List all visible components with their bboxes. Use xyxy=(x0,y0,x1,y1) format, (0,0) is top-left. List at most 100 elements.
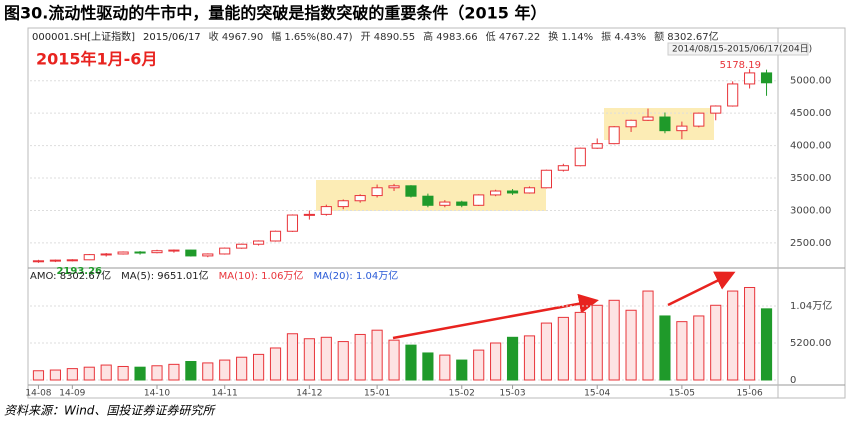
frame xyxy=(27,27,846,399)
candle-body xyxy=(523,187,536,194)
candle-body xyxy=(557,165,569,171)
arrow xyxy=(392,293,599,340)
volume-bar xyxy=(49,369,61,381)
y-tick-label: 2500.00 xyxy=(790,238,831,249)
volume-bar xyxy=(286,333,299,381)
header-item: 000001.SH[上证指数] xyxy=(32,30,135,43)
y-tick-label: 3500.00 xyxy=(790,173,831,184)
period-label: 2015年1月-6月 xyxy=(36,50,157,69)
volume-bar xyxy=(134,366,146,381)
title: 图30.流动性驱动的牛市中，量能的突破是指数突破的重要条件（2015 年） xyxy=(4,4,546,23)
candle-body xyxy=(66,259,78,262)
volume-bar xyxy=(168,363,180,381)
y-tick-label: 0 xyxy=(790,375,796,386)
volume-bar xyxy=(744,286,756,381)
volume-bar xyxy=(625,309,637,381)
candle-body xyxy=(202,253,214,257)
volume-bar xyxy=(676,321,688,381)
candle-body xyxy=(337,200,349,208)
candle-body xyxy=(269,230,282,242)
volume-bar xyxy=(236,356,248,381)
candle-body xyxy=(32,260,45,263)
arrow xyxy=(667,271,736,307)
y-tick-label: 4500.00 xyxy=(790,108,831,119)
volume-bar xyxy=(473,349,485,381)
header-item: 低 4767.22 xyxy=(486,30,541,43)
volume-bar xyxy=(490,342,502,381)
candle-body xyxy=(49,259,61,262)
low-label: 2193.26 xyxy=(56,266,102,277)
volume-bar xyxy=(303,338,315,381)
source: 资料来源：Wind、国投证券证券研究所 xyxy=(4,404,216,418)
header-item: 额 8302.67亿 xyxy=(654,30,719,43)
legend-entry: MA(10): 1.06万亿 xyxy=(219,269,304,282)
header-item: 2015/06/17 xyxy=(143,32,201,43)
volume-bar xyxy=(151,365,163,381)
volume-bar xyxy=(608,299,620,381)
header-item: 收 4967.90 xyxy=(209,30,264,43)
volume-bar xyxy=(100,364,112,381)
volume-bar xyxy=(574,311,586,381)
volume-bar xyxy=(642,290,654,381)
x-tick-label: 15-04 xyxy=(584,389,610,399)
y-tick-label: 4000.00 xyxy=(790,141,831,152)
y-tick-label: 3000.00 xyxy=(790,205,831,216)
candle-body xyxy=(354,195,366,202)
candle-body xyxy=(540,169,552,189)
volume-bar xyxy=(422,352,434,381)
volume-bar xyxy=(219,359,231,381)
volume-bar xyxy=(506,336,519,381)
volume-bar xyxy=(540,322,552,381)
candle-body xyxy=(134,251,146,254)
volume-bar xyxy=(439,354,451,381)
x-tick-label: 14-11 xyxy=(212,389,238,399)
candle-body xyxy=(371,187,383,197)
x-tick-label: 14-12 xyxy=(296,389,322,399)
volume-bar xyxy=(185,360,197,381)
x-tick-label: 15-01 xyxy=(364,389,390,399)
volume-bar xyxy=(66,368,78,381)
volume-bar xyxy=(760,308,773,381)
candle-body xyxy=(439,201,451,206)
candle-body xyxy=(676,125,688,132)
candle-body xyxy=(253,240,265,245)
volume-bar xyxy=(523,335,536,381)
candle-body xyxy=(151,250,163,254)
volume-bar xyxy=(269,347,282,381)
candle-body xyxy=(659,116,671,132)
x-tick-label: 15-05 xyxy=(669,389,695,399)
candle-body xyxy=(727,83,739,107)
y-tick-label: 5200.00 xyxy=(790,338,831,349)
highlight-box xyxy=(316,180,546,211)
candle-body xyxy=(473,194,485,206)
volume-bar xyxy=(253,353,265,381)
range-box xyxy=(667,42,809,56)
volume-bar xyxy=(371,329,383,381)
candle-body xyxy=(168,249,180,252)
y-tick-label: 1.04万亿 xyxy=(790,299,832,312)
candle-body xyxy=(219,247,231,255)
volume-bar xyxy=(727,290,739,381)
x-tick-label: 15-03 xyxy=(499,389,525,399)
candle-body xyxy=(642,116,654,121)
header-item: 振 4.43% xyxy=(601,30,646,43)
high-label: 5178.19 xyxy=(720,60,761,71)
candle-body xyxy=(456,201,468,206)
volume-bar xyxy=(405,344,417,381)
y-tick-label: 5000.00 xyxy=(790,76,831,87)
candle-body xyxy=(625,119,637,128)
candle-body xyxy=(422,195,434,206)
volume-bar xyxy=(710,304,722,381)
volume-bar xyxy=(320,336,332,381)
volume-bar xyxy=(354,333,366,381)
candle-body xyxy=(744,72,756,85)
x-tick-label: 15-06 xyxy=(737,389,763,399)
volume-bar xyxy=(557,316,569,381)
header-item: 开 4890.55 xyxy=(361,32,416,43)
candle-body xyxy=(760,72,773,84)
volume-bar xyxy=(456,359,468,381)
volume-bar xyxy=(388,339,400,381)
header-item: 幅 1.65%(80.47) xyxy=(271,30,352,43)
x-tick-label: 15-02 xyxy=(449,389,475,399)
